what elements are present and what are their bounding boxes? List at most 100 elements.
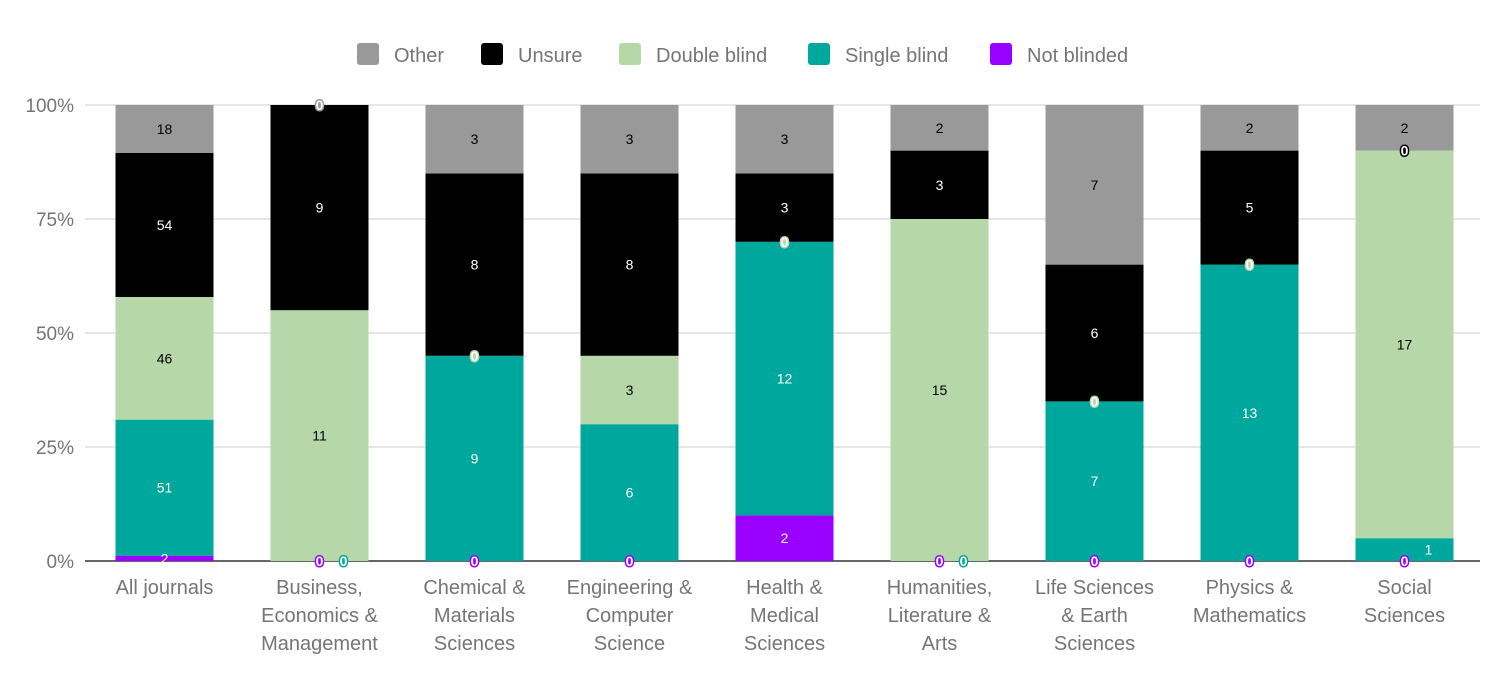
legend-label: Single blind [845,45,948,67]
legend-item[interactable]: Double blind [619,43,767,67]
x-tick-label: Medical [750,605,819,627]
x-tick-label: Arts [922,633,958,655]
bar-segment-unsure [1045,264,1144,402]
bar-segment-single-blind [115,419,214,556]
data-label: 2 [936,120,944,136]
data-label: 3 [471,131,479,147]
data-label: 0 [1401,143,1409,159]
data-label: 2 [161,550,169,566]
bar-segment-unsure [115,153,214,297]
bar-segment-unsure [580,173,679,356]
bar-segment-other [425,105,524,174]
legend-label: Other [394,45,444,67]
bar-segment-single-blind [580,424,679,561]
bar-segment-unsure [890,150,989,219]
data-label: 0 [960,553,968,569]
x-axis: All journals Business, Economics & Manageme… [116,577,1445,655]
bar-segment-double-blind [580,355,679,425]
legend-item[interactable]: Unsure [481,43,582,67]
x-tick-label: Business, [276,577,363,599]
data-label: 15 [932,382,948,398]
x-tick-label: Economics & [261,605,378,627]
legend: Other Unsure Double blind Single blind Not b… [357,43,1128,67]
bar-segment-other [115,105,214,153]
x-tick-label: Sciences [434,633,515,655]
x-tick-label: All journals [116,577,214,599]
x-tick-label: Engineering & [567,577,693,599]
bar-segment-other [890,105,989,151]
y-axis: 0% 25% 50% 75% 100% [25,96,74,573]
y-tick-label: 50% [36,324,74,345]
x-tick-label: Computer [586,605,674,627]
x-tick-label: Management [261,633,378,655]
data-label: 7 [1091,177,1099,193]
data-label: 0 [1401,553,1409,569]
data-label: 0 [471,553,479,569]
data-label: 18 [157,121,173,137]
bar-segment-double-blind [890,219,989,561]
data-label: 0 [1246,257,1254,273]
x-tick-label: Sciences [1054,633,1135,655]
data-label: 0 [626,553,634,569]
data-label: 7 [1091,473,1099,489]
x-tick-label: Sciences [1364,605,1445,627]
data-label: 0 [316,553,324,569]
data-label: 51 [157,480,173,496]
x-tick-label: Physics & [1206,577,1294,599]
bar-segment-other [580,105,679,174]
data-label: 3 [936,177,944,193]
bar-segment-single-blind [1045,401,1144,561]
data-label: 17 [1397,336,1413,352]
bar-segment-single-blind [1200,264,1299,561]
bar-segment-single-blind [735,241,834,516]
data-label: 54 [157,217,173,233]
data-label: 46 [157,350,173,366]
bar-segment-unsure [270,105,369,311]
data-label: 0 [781,234,789,250]
bar-segment-not-blinded [115,555,214,561]
x-tick-label: Health & [746,577,823,599]
legend-swatch [481,43,503,65]
y-tick-label: 25% [36,438,74,459]
x-tick-label: Materials [434,605,515,627]
legend-swatch [990,43,1012,65]
data-label: 1 [1425,542,1433,558]
x-tick-label: Life Sciences [1035,577,1154,599]
legend-label: Double blind [656,45,767,67]
bar-segment-unsure [735,173,834,242]
data-label: 0 [1246,553,1254,569]
data-label: 3 [626,131,634,147]
y-tick-label: 100% [25,96,74,117]
bar-segment-double-blind [270,310,369,561]
bar-segment-not-blinded [735,515,834,561]
legend-swatch [357,43,379,65]
data-label: 0 [316,97,324,113]
data-label: 12 [777,371,793,387]
data-label: 2 [781,530,789,546]
x-tick-label: Social [1377,577,1431,599]
data-label: 5 [1246,200,1254,216]
data-label: 3 [781,200,789,216]
x-tick-label: Literature & [888,605,992,627]
data-label: 8 [471,257,479,273]
data-label: 9 [471,450,479,466]
bar-segment-other [1355,105,1454,151]
legend-item[interactable]: Other [357,43,444,67]
data-label: 0 [936,553,944,569]
y-tick-label: 75% [36,210,74,231]
y-tick-label: 0% [47,552,75,573]
data-label: 0 [1091,393,1099,409]
data-label: 0 [471,348,479,364]
legend-swatch [808,43,830,65]
x-tick-label: Sciences [744,633,825,655]
x-tick-label: Humanities, [887,577,993,599]
bar-segment-unsure [1200,150,1299,265]
data-label: 2 [1401,120,1409,136]
data-label: 3 [626,382,634,398]
legend-item[interactable]: Single blind [808,43,948,67]
legend-item[interactable]: Not blinded [990,43,1128,67]
x-tick-label: Chemical & [423,577,526,599]
bar-segment-single-blind [1355,538,1454,561]
